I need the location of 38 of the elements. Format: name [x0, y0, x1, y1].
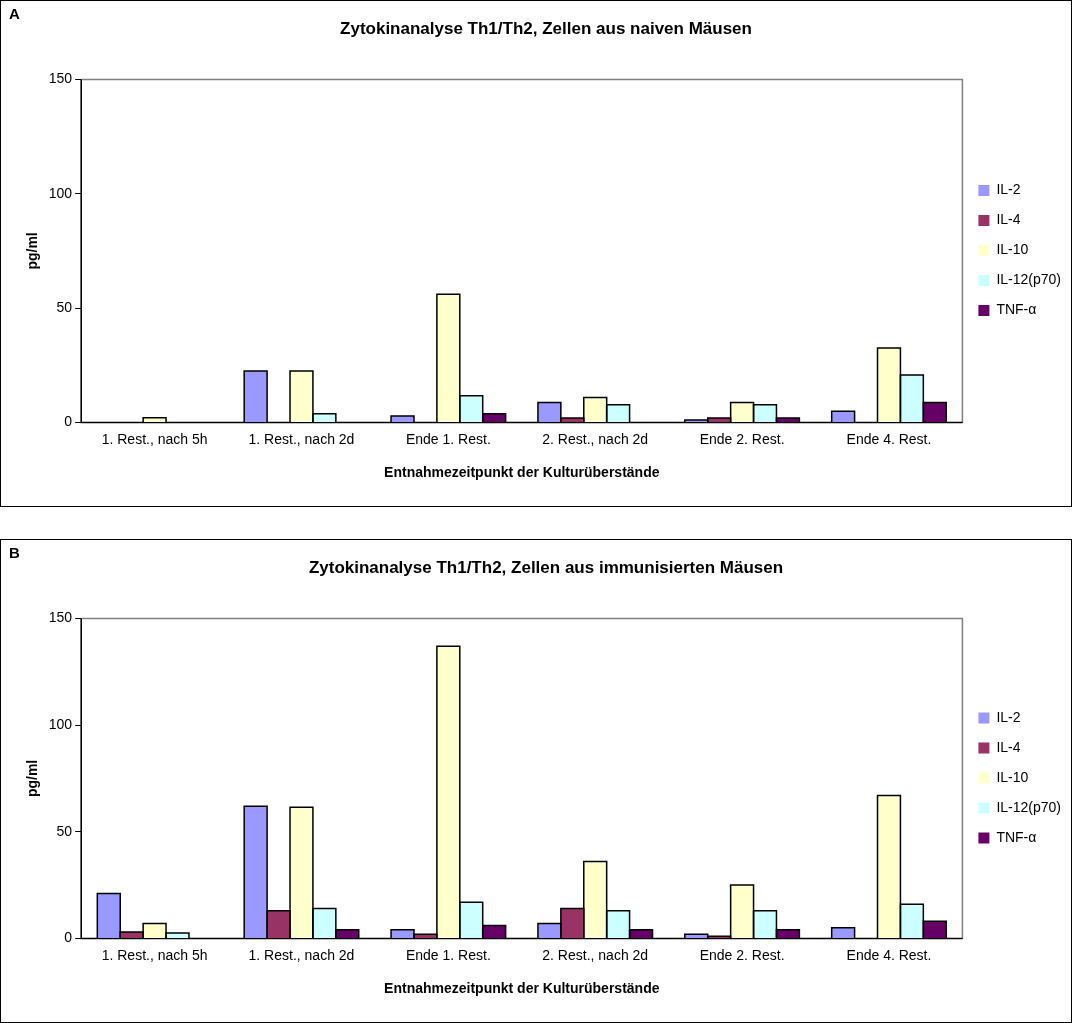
- legend-label: IL-10: [996, 241, 1029, 258]
- legend-label: IL-12(p70): [996, 271, 1061, 288]
- x-tick-label: Ende 1. Rest.: [405, 946, 491, 963]
- y-tick-label: 150: [48, 609, 73, 626]
- x-tick-label: Ende 2. Rest.: [699, 430, 785, 447]
- x-axis-title: Entnahmezeitpunkt der Kulturüberstände: [384, 980, 660, 997]
- legend-label: TNF-α: [996, 828, 1037, 845]
- y-axis-title: pg/ml: [24, 232, 41, 270]
- y-axis-title: pg/ml: [24, 759, 41, 798]
- y-tick-label: 0: [64, 929, 73, 946]
- x-tick-label: Ende 2. Rest.: [699, 946, 785, 963]
- chart-title: Zytokinanalyse Th1/Th2, Zellen aus immunisierten Mäusen: [308, 557, 784, 577]
- y-tick-label: 100: [48, 184, 73, 201]
- y-tick-label: 150: [48, 70, 73, 87]
- x-tick-label: Ende 4. Rest.: [846, 430, 932, 447]
- legend-label: IL-4: [996, 738, 1021, 755]
- x-tick-label: 2. Rest., nach 2d: [542, 430, 649, 447]
- x-tick-label: 1. Rest., nach 5h: [101, 430, 208, 447]
- x-tick-label: Ende 4. Rest.: [846, 946, 932, 963]
- text: A: [9, 5, 20, 22]
- legend-label: IL-12(p70): [996, 798, 1061, 815]
- x-tick-label: Ende 1. Rest.: [405, 430, 491, 447]
- y-tick-label: 100: [48, 715, 73, 732]
- chart-title: Zytokinanalyse Th1/Th2, Zellen aus naiven Mäusen: [340, 18, 752, 38]
- text: B: [9, 544, 20, 561]
- legend-label: IL-2: [996, 708, 1021, 725]
- y-tick-label: 50: [56, 298, 73, 315]
- x-tick-label: 1. Rest., nach 5h: [101, 946, 208, 963]
- legend-label: IL-2: [996, 181, 1021, 198]
- legend-label: IL-10: [996, 768, 1029, 785]
- x-tick-label: 2. Rest., nach 2d: [542, 946, 649, 963]
- y-tick-label: 50: [56, 822, 73, 839]
- legend-label: IL-4: [996, 211, 1021, 228]
- x-tick-label: 1. Rest., nach 2d: [248, 430, 355, 447]
- y-tick-label: 0: [64, 413, 73, 430]
- legend-label: TNF-α: [996, 301, 1037, 318]
- x-axis-title: Entnahmezeitpunkt der Kulturüberstände: [384, 464, 660, 481]
- x-tick-label: 1. Rest., nach 2d: [248, 946, 355, 963]
